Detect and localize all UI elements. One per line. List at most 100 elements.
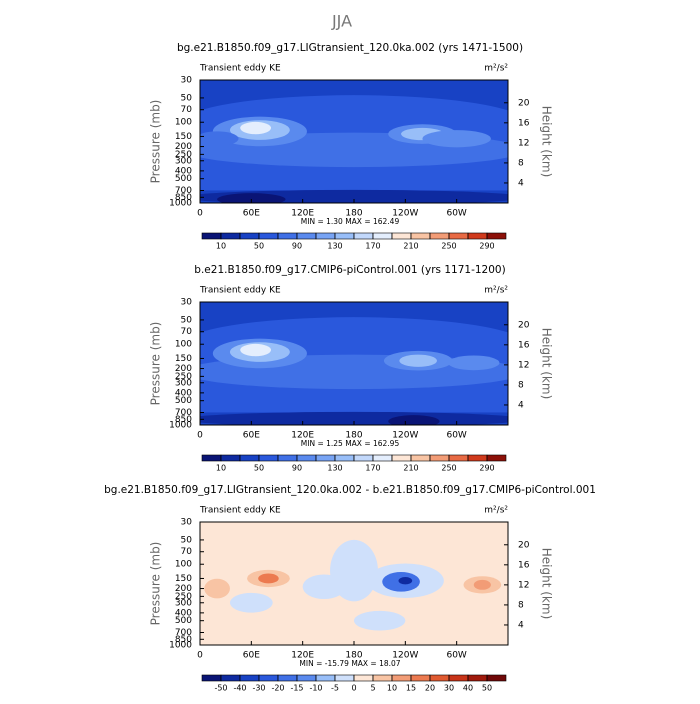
- y-tick-label: 100: [175, 560, 192, 570]
- colorbar-box: [448, 674, 469, 682]
- y2-axis-label: Height (km): [540, 106, 554, 177]
- x-tick-label: 120E: [291, 651, 314, 661]
- panel-title: b.e21.B1850.f09_g17.CMIP6-piControl.001 …: [194, 264, 505, 276]
- colorbar-tick-label: -15: [290, 684, 303, 693]
- y-tick-label: 70: [181, 547, 193, 557]
- colorbar-box: [353, 454, 374, 462]
- colorbar-box: [353, 674, 374, 682]
- y-tick-label: 50: [181, 535, 193, 545]
- y2-tick-label: 4: [518, 178, 524, 188]
- y-tick-label: 150: [175, 132, 192, 142]
- panel-subtitle: Transient eddy KE: [199, 286, 281, 296]
- stats: MIN = 1.30 MAX = 162.49: [301, 217, 400, 226]
- y2-tick-label: 12: [518, 360, 529, 370]
- y-tick-label: 700: [175, 408, 192, 418]
- figure-title: JJA: [331, 12, 352, 31]
- colorbar-tick-label: 20: [425, 684, 435, 693]
- colorbar-box: [410, 232, 431, 240]
- colorbar-box: [201, 674, 222, 682]
- colorbar-box: [315, 674, 336, 682]
- colorbar-box: [467, 232, 488, 240]
- field-blob: [217, 193, 286, 203]
- panel-subtitle: Transient eddy KE: [199, 506, 281, 516]
- colorbar-box: [467, 674, 488, 682]
- colorbar-tick-label: 90: [292, 242, 302, 251]
- colorbar-box: [315, 232, 336, 240]
- x-tick-label: 0: [197, 209, 203, 219]
- y-tick-label: 250: [175, 592, 192, 602]
- colorbar-box: [277, 232, 298, 240]
- y-tick-label: 300: [175, 378, 192, 388]
- contour-field: [200, 522, 508, 645]
- y-tick-label: 50: [181, 93, 193, 103]
- field-blob: [258, 573, 279, 584]
- colorbar-box: [429, 454, 450, 462]
- colorbar-tick-label: 30: [444, 684, 454, 693]
- colorbar-box: [258, 232, 279, 240]
- colorbar-box: [334, 232, 355, 240]
- x-tick-label: 0: [197, 431, 203, 441]
- x-tick-label: 60W: [446, 209, 466, 219]
- colorbar-box: [486, 232, 507, 240]
- x-tick-label: 60E: [243, 431, 260, 441]
- y-tick-label: 50: [181, 315, 193, 325]
- colorbar-box: [315, 454, 336, 462]
- y2-tick-label: 12: [518, 138, 529, 148]
- field-blob: [473, 579, 491, 590]
- y2-tick-label: 16: [518, 118, 530, 128]
- colorbar-tick-label: 130: [327, 464, 342, 473]
- y2-tick-label: 20: [518, 320, 530, 330]
- panel-subtitle: Transient eddy KE: [199, 64, 281, 74]
- colorbar-box: [201, 232, 222, 240]
- colorbar-tick-label: -10: [309, 684, 322, 693]
- y-axis-label: Pressure (mb): [149, 542, 163, 626]
- colorbar-box: [334, 674, 355, 682]
- field-blob: [240, 121, 272, 135]
- colorbar-tick-label: 40: [463, 684, 473, 693]
- field-blob: [354, 610, 406, 631]
- colorbar-tick-label: -30: [252, 684, 265, 693]
- colorbar-tick-label: 10: [216, 242, 226, 251]
- y-tick-label: 1000: [169, 199, 192, 209]
- units: m²/s²: [484, 506, 508, 516]
- colorbar-box: [334, 454, 355, 462]
- y2-tick-label: 20: [518, 98, 530, 108]
- colorbar-box: [258, 674, 279, 682]
- colorbar-box: [372, 232, 393, 240]
- colorbar-tick-label: 50: [254, 242, 264, 251]
- x-tick-label: 120W: [392, 431, 418, 441]
- y-tick-label: 200: [175, 142, 192, 152]
- y-tick-label: 70: [181, 327, 193, 337]
- colorbar-tick-label: 170: [365, 464, 380, 473]
- field-blob: [229, 592, 273, 613]
- y-tick-label: 30: [181, 518, 193, 528]
- field-blob: [399, 354, 437, 367]
- colorbar-tick-label: 15: [406, 684, 416, 693]
- stats: MIN = -15.79 MAX = 18.07: [299, 659, 400, 668]
- contour-field: [200, 302, 508, 425]
- colorbar-box: [448, 232, 469, 240]
- colorbar-tick-label: 130: [327, 242, 342, 251]
- y-tick-label: 400: [175, 608, 192, 618]
- colorbar-tick-label: 210: [403, 464, 418, 473]
- stats: MIN = 1.25 MAX = 162.95: [301, 439, 400, 448]
- colorbar-box: [239, 674, 260, 682]
- units: m²/s²: [484, 286, 508, 296]
- colorbar-box: [353, 232, 374, 240]
- y-axis-label: Pressure (mb): [149, 100, 163, 184]
- y-tick-label: 400: [175, 388, 192, 398]
- colorbar-box: [448, 454, 469, 462]
- colorbar-box: [486, 454, 507, 462]
- field-blob: [422, 130, 491, 148]
- x-tick-label: 60E: [243, 651, 260, 661]
- y2-tick-label: 4: [518, 400, 524, 410]
- x-tick-label: 120E: [291, 209, 314, 219]
- panel-title: bg.e21.B1850.f09_g17.LIGtransient_120.0k…: [177, 42, 523, 54]
- y-tick-label: 200: [175, 364, 192, 374]
- y-tick-label: 850: [175, 193, 192, 203]
- colorbar-tick-label: 10: [216, 464, 226, 473]
- y2-tick-label: 8: [518, 158, 524, 168]
- y-tick-label: 500: [175, 174, 192, 184]
- field-blob: [204, 578, 230, 599]
- y-tick-label: 850: [175, 635, 192, 645]
